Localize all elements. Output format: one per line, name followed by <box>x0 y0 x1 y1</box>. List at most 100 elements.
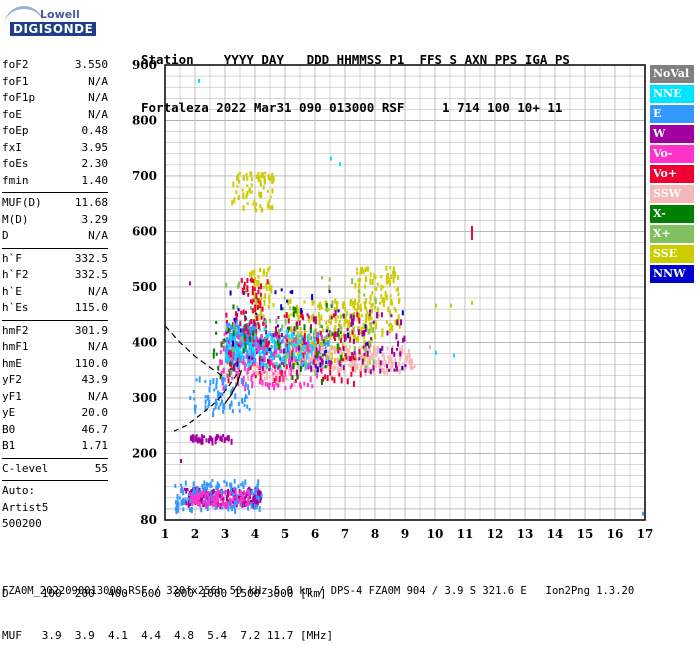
echo-point <box>254 357 257 362</box>
echo-point <box>323 337 326 341</box>
echo-point <box>276 339 279 346</box>
x-tick-label: 9 <box>401 527 409 541</box>
echo-point <box>299 346 302 351</box>
echo-point <box>236 175 239 181</box>
echo-point <box>350 358 353 363</box>
echo-point <box>225 355 228 362</box>
echo-point <box>295 369 298 376</box>
echo-point <box>246 490 249 495</box>
echo-point <box>350 357 353 361</box>
echo-point <box>246 353 249 357</box>
echo-point <box>310 350 313 356</box>
param-key: foEs <box>2 157 29 170</box>
echo-point <box>288 351 291 356</box>
echo-point <box>257 496 260 502</box>
echo-point <box>284 318 287 325</box>
muf-row: MUF 3.9 3.9 4.1 4.4 4.8 5.4 7.2 11.7 [MH… <box>2 629 334 642</box>
echo-point <box>201 490 204 495</box>
echo-point <box>294 326 297 333</box>
echo-point <box>275 335 278 339</box>
echo-point <box>240 377 243 384</box>
echo-point <box>336 343 339 350</box>
echo-point <box>265 282 268 287</box>
echo-point <box>257 286 260 290</box>
echo-point <box>246 286 249 292</box>
echo-point <box>328 348 331 355</box>
echo-point <box>226 355 229 361</box>
echo-point <box>350 355 353 359</box>
echo-point <box>174 483 177 488</box>
y-tick-label: 80 <box>140 513 157 527</box>
x-tick-label: 8 <box>371 527 379 541</box>
param-separator <box>2 480 108 481</box>
echo-point <box>356 271 359 275</box>
echo-point <box>258 347 261 351</box>
echo-point <box>269 318 272 323</box>
echo-point <box>249 278 252 282</box>
param-value: 332.5 <box>74 268 108 281</box>
echo-point <box>392 362 395 366</box>
echo-point <box>271 375 274 382</box>
echo-point <box>182 499 185 505</box>
echo-point <box>333 332 336 339</box>
echo-point <box>347 332 350 339</box>
echo-point <box>351 313 354 319</box>
param-value: 55 <box>94 461 108 475</box>
echo-point <box>366 356 369 360</box>
echo-point <box>409 362 412 369</box>
param-value: 43.9 <box>81 373 109 386</box>
echo-point <box>339 314 342 319</box>
echo-point <box>312 313 315 317</box>
echo-point <box>269 195 272 199</box>
echo-point <box>404 364 407 371</box>
echo-point <box>319 346 322 353</box>
echo-point <box>342 365 345 371</box>
echo-point <box>351 362 354 369</box>
echo-point <box>379 360 382 366</box>
echo-point <box>398 323 401 329</box>
echo-point <box>236 333 239 338</box>
echo-point <box>353 345 356 351</box>
echo-point <box>239 341 242 346</box>
echo-point <box>229 334 232 341</box>
echo-point <box>267 346 270 350</box>
echo-point <box>237 495 240 501</box>
echo-point <box>355 337 358 343</box>
echo-point <box>254 306 257 313</box>
echo-point <box>354 282 357 289</box>
echo-point <box>263 317 266 321</box>
echo-point <box>363 353 366 357</box>
echo-point <box>345 346 348 352</box>
echo-point <box>337 323 340 328</box>
echo-point <box>285 375 288 380</box>
echo-point <box>338 347 341 351</box>
echo-point <box>177 502 180 509</box>
echo-point <box>245 173 248 177</box>
echo-point <box>339 348 342 353</box>
echo-point <box>286 299 289 303</box>
param-row: h`F 332.5 <box>2 252 108 269</box>
echo-point <box>299 382 302 388</box>
echo-point <box>206 483 209 490</box>
echo-point <box>232 498 235 502</box>
echo-point <box>214 439 217 445</box>
echo-point <box>230 498 233 505</box>
echo-point <box>325 329 328 333</box>
echo-point <box>408 353 411 359</box>
echo-point <box>259 312 262 316</box>
echo-point <box>219 402 222 407</box>
echo-point <box>231 347 234 353</box>
echo-point <box>346 357 349 361</box>
echo-point <box>302 361 305 365</box>
echo-point <box>238 346 241 352</box>
echo-point <box>225 437 228 441</box>
echo-point <box>286 346 289 353</box>
echo-point <box>309 357 312 362</box>
echo-point <box>327 333 330 337</box>
echo-point <box>344 353 347 357</box>
echo-point <box>215 383 218 390</box>
echo-point <box>264 366 267 373</box>
x-tick-label: 4 <box>251 527 259 541</box>
plot-frame <box>164 64 646 521</box>
echo-point <box>362 269 365 275</box>
